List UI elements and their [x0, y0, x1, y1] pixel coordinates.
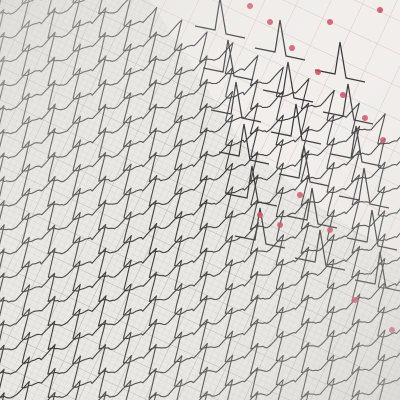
page: (() => { const NS = 'http://www.w3.org/2…: [0, 0, 400, 400]
lighting: [0, 0, 400, 400]
ecg-photo: [0, 0, 400, 400]
